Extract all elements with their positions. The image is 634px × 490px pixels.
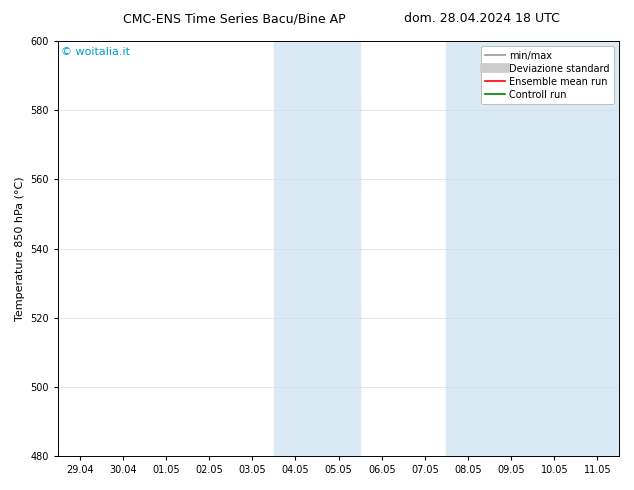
Bar bbox=[274, 41, 360, 456]
Text: dom. 28.04.2024 18 UTC: dom. 28.04.2024 18 UTC bbox=[404, 12, 560, 25]
Y-axis label: Temperature 850 hPa (°C): Temperature 850 hPa (°C) bbox=[15, 176, 25, 321]
Text: © woitalia.it: © woitalia.it bbox=[61, 47, 130, 57]
Bar bbox=[446, 41, 619, 456]
Text: CMC-ENS Time Series Bacu/Bine AP: CMC-ENS Time Series Bacu/Bine AP bbox=[123, 12, 346, 25]
Legend: min/max, Deviazione standard, Ensemble mean run, Controll run: min/max, Deviazione standard, Ensemble m… bbox=[481, 46, 614, 104]
